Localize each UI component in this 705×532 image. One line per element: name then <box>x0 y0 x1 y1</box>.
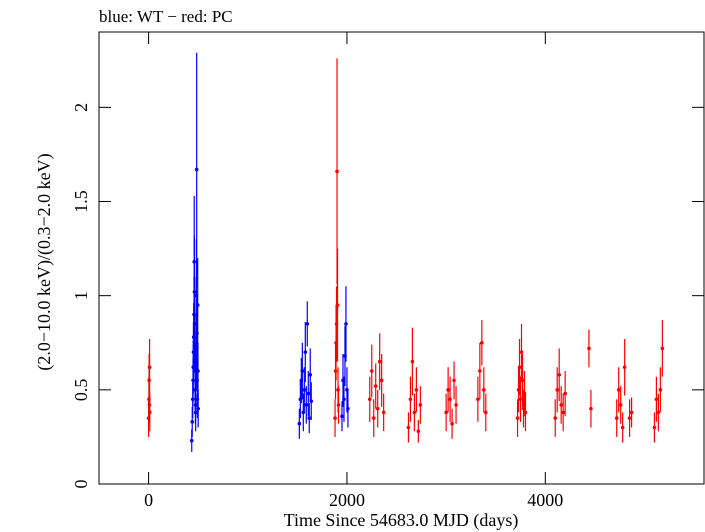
data-point <box>478 369 482 373</box>
data-point <box>340 414 344 419</box>
data-point <box>333 416 337 420</box>
data-point <box>303 350 308 354</box>
data-point <box>189 438 194 443</box>
data-point <box>196 406 200 411</box>
data-point <box>454 403 458 407</box>
data-point <box>309 399 314 403</box>
x-tick-label: 4000 <box>527 490 563 510</box>
data-point <box>627 416 632 420</box>
data-point <box>446 388 450 392</box>
data-point <box>563 391 567 396</box>
data-point <box>416 429 421 434</box>
data-point <box>444 410 448 415</box>
y-tick-label: 0 <box>71 480 91 489</box>
data-point <box>406 425 411 430</box>
data-point <box>195 303 200 307</box>
data-point <box>589 406 593 411</box>
data-point <box>147 410 152 415</box>
x-tick-label: 0 <box>144 490 153 510</box>
data-point <box>561 410 565 415</box>
data-point <box>618 403 623 407</box>
data-point <box>652 425 657 430</box>
data-point <box>519 350 524 354</box>
data-point <box>616 388 621 392</box>
data-point <box>622 365 627 370</box>
data-point <box>342 397 346 402</box>
data-point <box>369 369 374 373</box>
data-point <box>557 372 561 377</box>
data-point <box>629 410 634 415</box>
data-point <box>658 388 663 392</box>
data-point <box>377 359 382 364</box>
data-point <box>518 397 523 402</box>
data-point <box>373 384 378 388</box>
data-point <box>555 388 560 392</box>
y-tick-label: 1 <box>71 291 91 300</box>
series-wt <box>189 52 350 452</box>
data-point <box>344 322 348 326</box>
data-point <box>476 397 480 402</box>
data-point <box>193 410 198 415</box>
data-point <box>306 391 311 396</box>
data-point <box>654 397 659 402</box>
data-point <box>656 410 661 415</box>
data-point <box>484 410 488 415</box>
data-point <box>660 346 665 351</box>
data-point <box>381 410 386 415</box>
data-point <box>147 365 152 370</box>
data-point <box>587 346 591 351</box>
y-tick-label: 2 <box>71 103 91 112</box>
data-point <box>517 365 522 370</box>
data-point <box>414 388 419 392</box>
data-point <box>346 406 350 411</box>
data-point <box>297 421 302 426</box>
data-point <box>450 421 454 426</box>
data-point <box>553 416 558 420</box>
data-point <box>367 397 372 402</box>
data-point <box>418 403 423 407</box>
data-point <box>194 167 199 172</box>
y-axis-label: (2.0−10.0 keV)/(0.3−2.0 keV) <box>34 153 55 370</box>
x-tick-label: 2000 <box>329 490 365 510</box>
data-point <box>452 378 456 383</box>
series-pc <box>146 58 665 443</box>
data-point <box>523 410 528 415</box>
y-tick-label: 1.5 <box>71 190 91 213</box>
axis-ticks: 0 2000 4000 0 0.5 1 1.5 2 <box>71 32 704 510</box>
data-point <box>412 410 417 415</box>
y-tick-label: 0.5 <box>71 379 91 402</box>
data-point <box>520 378 525 383</box>
data-point <box>302 388 307 392</box>
data-point <box>196 369 200 373</box>
data-point <box>480 340 484 345</box>
data-point <box>515 416 520 420</box>
data-point <box>335 303 340 307</box>
data-point <box>614 416 619 420</box>
data-marks <box>146 52 665 452</box>
data-point <box>410 359 415 364</box>
data-point <box>307 416 312 420</box>
data-point <box>379 378 384 383</box>
data-point <box>300 369 305 373</box>
data-point <box>190 420 195 424</box>
data-point <box>304 403 309 407</box>
data-point <box>620 425 625 430</box>
data-point <box>559 403 563 407</box>
data-point <box>375 406 380 411</box>
plot-frame <box>98 31 705 485</box>
data-point <box>308 372 313 377</box>
data-point <box>305 322 310 326</box>
data-point <box>482 388 486 392</box>
x-axis-label: Time Since 54683.0 MJD (days) <box>284 510 519 531</box>
data-point <box>336 403 341 407</box>
data-point <box>335 169 339 174</box>
chart-title: blue: WT − red: PC <box>99 7 233 26</box>
data-point <box>408 397 413 402</box>
data-point <box>448 397 452 402</box>
data-point <box>371 416 376 420</box>
